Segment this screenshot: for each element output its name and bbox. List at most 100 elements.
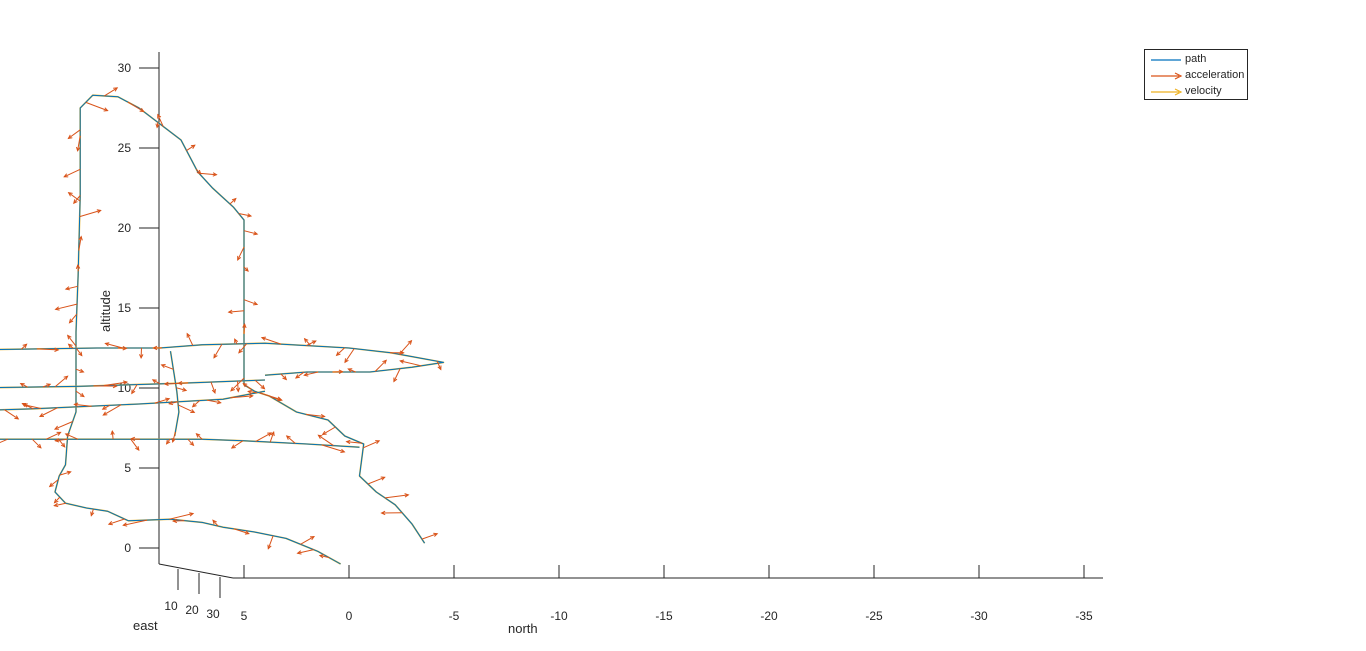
acceleration-arrowhead — [242, 382, 248, 388]
acceleration-arrow — [39, 407, 58, 417]
path-line — [0, 438, 360, 448]
acceleration-arrowhead — [189, 512, 195, 517]
acceleration-arrowhead — [189, 441, 195, 447]
acceleration-arrow — [169, 513, 194, 520]
acceleration-arrowhead — [67, 192, 73, 197]
acceleration-arrow — [172, 431, 176, 443]
acceleration-arrow — [45, 431, 61, 440]
acceleration-arrow — [111, 431, 114, 440]
acceleration-arrowhead — [171, 437, 176, 444]
acceleration-arrowhead — [46, 383, 52, 388]
acceleration-arrowhead — [267, 544, 272, 550]
acceleration-arrowhead — [67, 134, 73, 140]
acceleration-arrowhead — [393, 377, 398, 383]
acceleration-arrow — [65, 433, 79, 440]
altitude-tick-label: 30 — [118, 61, 132, 75]
path-line — [0, 342, 444, 389]
legend-label-path: path — [1185, 53, 1207, 65]
altitude-axis-label: altitude — [98, 290, 113, 332]
acceleration-arrow — [161, 364, 174, 370]
acceleration-arrowhead — [182, 387, 188, 392]
acceleration-arrowhead — [270, 431, 275, 437]
acceleration-arrowhead — [54, 347, 60, 352]
acceleration-arrowhead — [404, 493, 410, 498]
acceleration-arrowhead — [433, 532, 439, 537]
acceleration-arrow — [243, 383, 252, 390]
acceleration-arrowhead — [19, 382, 25, 387]
acceleration-arrow — [176, 387, 187, 391]
acceleration-arrowhead — [103, 107, 109, 112]
acceleration-arrowhead — [79, 392, 85, 398]
vector-arrows — [0, 87, 442, 559]
acceleration-arrow — [237, 380, 239, 392]
acceleration-arrowhead — [382, 359, 388, 365]
acceleration-arrow — [102, 404, 111, 410]
acceleration-arrow — [192, 400, 201, 408]
acceleration-arrowhead — [216, 400, 222, 405]
acceleration-arrowhead — [139, 354, 144, 360]
acceleration-arrow — [49, 479, 59, 487]
acceleration-arrow — [304, 371, 319, 376]
acceleration-arrow — [68, 129, 81, 139]
acceleration-arrowhead — [53, 498, 59, 504]
acceleration-arrow — [169, 401, 179, 405]
legend-label-acceleration: acceleration — [1185, 69, 1245, 81]
acceleration-arrow — [207, 399, 221, 404]
acceleration-arrow — [131, 438, 140, 440]
acceleration-arrowhead — [317, 434, 323, 440]
acceleration-arrow — [85, 101, 108, 112]
acceleration-arrowhead — [294, 374, 300, 379]
acceleration-arrow — [54, 502, 66, 507]
acceleration-arrowhead — [102, 411, 108, 416]
acceleration-arrow — [75, 348, 83, 356]
acceleration-arrowhead — [340, 448, 346, 453]
acceleration-arrowhead — [237, 255, 242, 261]
acceleration-arrow — [65, 285, 78, 290]
acceleration-arrowhead — [66, 334, 72, 340]
acceleration-arrow — [131, 384, 138, 394]
acceleration-arrow — [243, 230, 258, 235]
acceleration-arrowhead — [60, 442, 66, 448]
acceleration-arrow — [238, 343, 248, 354]
acceleration-arrowhead — [163, 381, 169, 386]
acceleration-arrow — [248, 390, 257, 394]
east-axis-label: east — [133, 618, 158, 633]
acceleration-arrowhead — [260, 336, 266, 341]
acceleration-arrow — [398, 340, 412, 355]
acceleration-arrow — [210, 381, 216, 394]
acceleration-arrowhead — [48, 482, 54, 488]
acceleration-arrowhead — [36, 443, 42, 449]
acceleration-arrowhead — [96, 209, 102, 214]
acceleration-arrowhead — [63, 173, 69, 178]
acceleration-arrow — [177, 404, 195, 413]
acceleration-arrowhead — [242, 322, 247, 329]
acceleration-arrowhead — [21, 403, 27, 407]
acceleration-arrow — [79, 209, 101, 218]
acceleration-arrow — [198, 172, 217, 176]
acceleration-arrow — [238, 213, 252, 217]
acceleration-arrow — [68, 192, 81, 202]
north-tick-label: 0 — [346, 609, 353, 623]
acceleration-arrowhead — [212, 519, 217, 525]
acceleration-arrowhead — [113, 87, 119, 92]
acceleration-arrowhead — [160, 364, 166, 369]
acceleration-arrow — [130, 438, 140, 451]
acceleration-arrow — [123, 519, 148, 526]
acceleration-arrowhead — [112, 383, 118, 389]
altitude-tick-label: 20 — [118, 221, 132, 235]
acceleration-arrow — [55, 438, 68, 442]
acceleration-arrowhead — [75, 263, 81, 269]
acceleration-arrow — [75, 390, 85, 398]
acceleration-arrowhead — [165, 397, 171, 402]
acceleration-arrowhead — [76, 146, 81, 152]
acceleration-arrowhead — [253, 301, 259, 306]
acceleration-arrow — [54, 375, 68, 388]
acceleration-arrowhead — [63, 375, 69, 381]
acceleration-arrowhead — [234, 338, 239, 344]
acceleration-arrowhead — [68, 318, 74, 324]
acceleration-arrow — [104, 87, 118, 97]
east-tick-label: 30 — [206, 607, 220, 621]
acceleration-arrowhead — [78, 351, 83, 357]
acceleration-arrow — [164, 382, 182, 385]
acceleration-arrow — [243, 299, 258, 305]
